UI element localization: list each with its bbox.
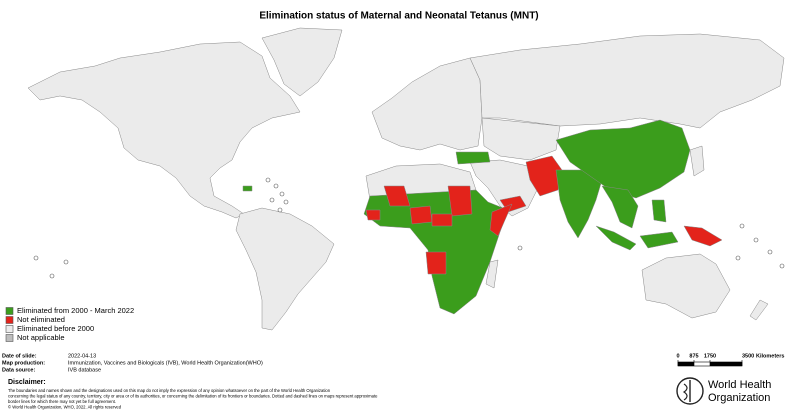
legend-swatch <box>5 325 14 333</box>
scale-bar: 0 875 1750 3500 Kilometers <box>676 353 784 367</box>
legend-swatch <box>5 316 14 324</box>
who-logo: World Health Organization <box>676 377 771 405</box>
sudan <box>447 185 473 217</box>
southeast-asia <box>601 185 639 229</box>
legend-swatch <box>5 334 14 342</box>
info-label: Map production: <box>2 360 45 366</box>
philippines <box>651 199 667 223</box>
world-map <box>27 27 785 331</box>
afghanistan-pakistan <box>525 155 563 197</box>
japan-korea <box>689 145 705 177</box>
nigeria <box>409 205 433 225</box>
info-value: IVB database <box>68 367 101 373</box>
new-zealand <box>749 299 769 321</box>
scale-label: 1750 <box>704 353 716 359</box>
guinea <box>365 209 381 221</box>
legend-label: Not applicable <box>17 333 65 342</box>
india <box>555 169 603 239</box>
info-label: Date of slide: <box>2 353 37 359</box>
scale-label: 0 <box>676 353 679 359</box>
scale-label: 3500 <box>742 353 754 359</box>
angola <box>425 251 447 275</box>
scale-bar-segment <box>710 362 742 366</box>
north-america <box>27 41 301 219</box>
central-asia <box>481 117 561 161</box>
central-african-republic <box>431 213 453 227</box>
indonesia-east <box>639 231 679 249</box>
greenland <box>261 27 343 97</box>
islands <box>33 177 785 279</box>
papua-new-guinea <box>683 225 723 247</box>
disclaimer-line: The boundaries and names shown and the d… <box>8 388 331 393</box>
logo-line1: World Health <box>708 379 771 391</box>
legend-label: Not eliminated <box>17 315 65 324</box>
disclaimer-line: © World Health Organization, WHO, 2022. … <box>8 405 122 410</box>
disclaimer-line: border lines for which there may not yet… <box>8 399 116 404</box>
legend-swatch <box>5 307 14 315</box>
legend-label: Eliminated before 2000 <box>17 324 94 333</box>
mali <box>383 185 411 207</box>
info-block: Date of slide: 2022-04-13 Map production: I… <box>2 353 263 373</box>
haiti <box>242 185 253 192</box>
australia <box>641 253 731 319</box>
disclaimer: The boundaries and names shown and the d… <box>8 388 378 410</box>
china <box>555 119 691 199</box>
scale-label: 875 <box>689 353 698 359</box>
south-america <box>235 207 335 331</box>
europe <box>371 57 483 151</box>
info-label: Data source: <box>2 367 35 373</box>
indonesia <box>595 225 637 251</box>
turkey <box>455 151 491 165</box>
legend-label: Eliminated from 2000 - March 2022 <box>17 306 134 315</box>
scale-unit: Kilometers <box>756 353 784 359</box>
somalia <box>489 203 513 237</box>
title: Elimination status of Maternal and Neona… <box>259 11 538 22</box>
scale-bar-segment <box>678 362 694 366</box>
disclaimer-title: Disclaimer: <box>8 379 46 386</box>
info-value: 2022-04-13 <box>68 353 96 359</box>
madagascar <box>485 259 499 289</box>
russia <box>469 33 785 129</box>
logo-line2: Organization <box>708 392 770 404</box>
info-value: Immunization, Vaccines and Biologicals (… <box>68 360 263 366</box>
disclaimer-line: concerning the legal status of any count… <box>8 394 378 399</box>
